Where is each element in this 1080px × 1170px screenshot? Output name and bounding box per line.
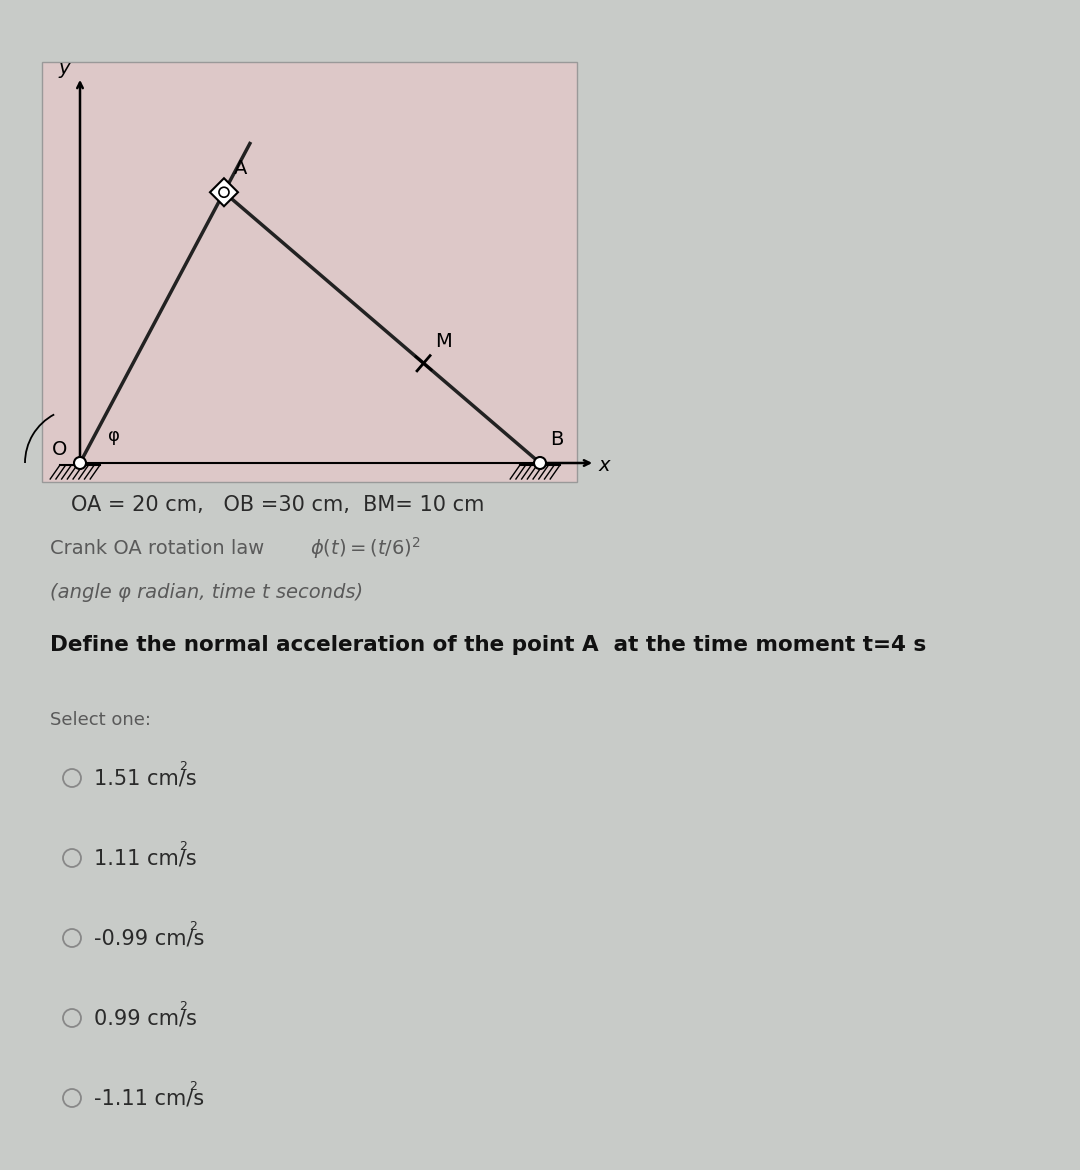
Text: 1.11 cm/s: 1.11 cm/s [94, 848, 197, 868]
Circle shape [534, 457, 546, 469]
Text: M: M [435, 332, 453, 351]
Bar [42, 62, 577, 482]
Text: (angle φ radian, time t seconds): (angle φ radian, time t seconds) [50, 583, 363, 601]
Text: B: B [550, 431, 564, 449]
Text: Define the normal acceleration of the point A  at the time moment t=4 s: Define the normal acceleration of the po… [50, 635, 927, 655]
Text: 1.51 cm/s: 1.51 cm/s [94, 768, 197, 789]
Text: 0.99 cm/s: 0.99 cm/s [94, 1009, 197, 1028]
Text: x: x [598, 456, 609, 475]
Text: 2: 2 [179, 999, 187, 1012]
Text: $\phi(t) = (t/6)^2$: $\phi(t) = (t/6)^2$ [310, 535, 421, 560]
Text: 2: 2 [179, 840, 187, 853]
Text: φ: φ [108, 427, 120, 445]
Text: Select one:: Select one: [50, 711, 151, 729]
Text: 2: 2 [179, 759, 187, 772]
Text: A: A [234, 159, 247, 178]
Text: -0.99 cm/s: -0.99 cm/s [94, 928, 204, 948]
Text: y: y [58, 58, 69, 78]
Polygon shape [210, 178, 238, 206]
Text: 2: 2 [189, 1080, 197, 1093]
Text: OA = 20 cm,   OB =30 cm,  BM= 10 cm: OA = 20 cm, OB =30 cm, BM= 10 cm [70, 495, 484, 515]
Text: -1.11 cm/s: -1.11 cm/s [94, 1088, 204, 1108]
Circle shape [75, 457, 86, 469]
Text: Crank OA rotation law: Crank OA rotation law [50, 538, 270, 557]
Text: 2: 2 [189, 920, 197, 932]
Circle shape [219, 187, 229, 198]
Text: O: O [52, 440, 67, 459]
